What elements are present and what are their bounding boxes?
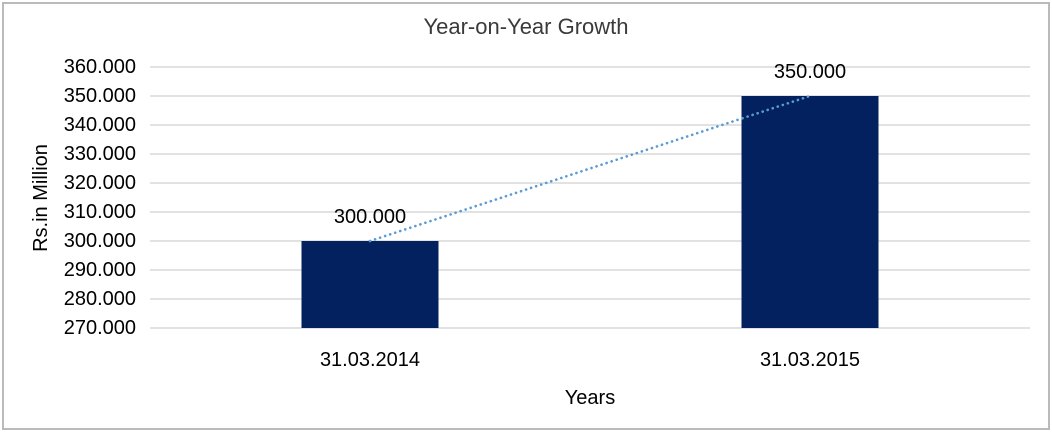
category-label: 31.03.2014 xyxy=(319,349,421,371)
y-tick-label: 360.000 xyxy=(63,56,136,78)
x-axis-title: Years xyxy=(564,387,616,409)
chart-title: Year-on-Year Growth xyxy=(423,14,629,39)
y-axis-title: Rs.in Million xyxy=(30,144,52,252)
y-axis-tick-labels: 360.000 350.000 340.000 330.000 320.000 310.0… xyxy=(26,0,136,432)
data-label: 300.000 xyxy=(333,206,407,228)
y-tick-label: 290.000 xyxy=(63,259,136,281)
data-label: 350.000 xyxy=(773,61,847,83)
bar-31.03.2015 xyxy=(741,96,879,328)
y-tick-label: 280.000 xyxy=(63,288,136,310)
y-tick-label: 270.000 xyxy=(63,317,136,339)
y-tick-label: 320.000 xyxy=(63,172,136,194)
y-tick-label: 310.000 xyxy=(63,201,136,223)
trendline xyxy=(368,94,812,243)
y-tick-label: 330.000 xyxy=(63,143,136,165)
y-tick-label: 300.000 xyxy=(63,230,136,252)
y-tick-label: 340.000 xyxy=(63,114,136,136)
category-label: 31.03.2015 xyxy=(759,349,861,371)
bar-31.03.2014 xyxy=(301,241,439,328)
y-tick-label: 350.000 xyxy=(63,85,136,107)
